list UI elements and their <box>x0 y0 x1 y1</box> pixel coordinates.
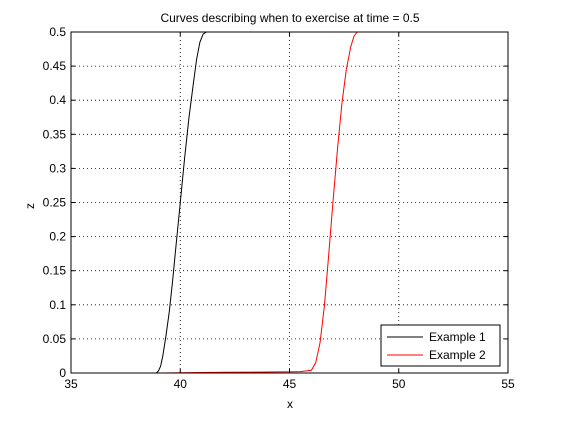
y-tick-label: 0.05 <box>43 332 67 346</box>
y-tick-label: 0 <box>59 366 66 380</box>
y-tick-label: 0.5 <box>49 25 66 39</box>
series-line-1 <box>155 31 207 374</box>
y-tick-label: 0.35 <box>43 127 67 141</box>
x-axis-label: x <box>287 397 293 411</box>
chart-title: Curves describing when to exercise at ti… <box>160 11 419 25</box>
y-tick-label: 0.4 <box>49 93 66 107</box>
y-tick-label: 0.25 <box>43 196 67 210</box>
x-tick-label: 35 <box>64 377 78 391</box>
y-tick-label: 0.3 <box>49 161 66 175</box>
x-tick-label: 55 <box>501 377 515 391</box>
x-tick-label: 40 <box>174 377 188 391</box>
plot-area <box>71 32 508 373</box>
legend-label-1: Example 1 <box>429 330 486 344</box>
x-tick-label: 50 <box>392 377 406 391</box>
y-axis-label: z <box>23 203 37 209</box>
legend-box <box>380 324 501 367</box>
y-tick-label: 0.2 <box>49 230 66 244</box>
y-tick-label: 0.1 <box>49 298 66 312</box>
legend: Example 1 Example 2 <box>380 324 501 367</box>
legend-label-2: Example 2 <box>429 348 486 362</box>
y-tick-label: 0.15 <box>43 264 67 278</box>
series-line-2 <box>162 31 358 374</box>
y-tick-label: 0.45 <box>43 59 67 73</box>
x-tick-label: 45 <box>283 377 297 391</box>
